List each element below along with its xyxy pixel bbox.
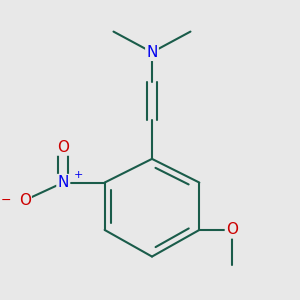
Text: O: O — [19, 193, 31, 208]
Text: O: O — [226, 222, 238, 237]
Text: −: − — [1, 194, 11, 207]
Text: O: O — [57, 140, 69, 154]
Text: N: N — [58, 175, 69, 190]
Text: N: N — [146, 45, 158, 60]
Text: +: + — [74, 170, 83, 180]
